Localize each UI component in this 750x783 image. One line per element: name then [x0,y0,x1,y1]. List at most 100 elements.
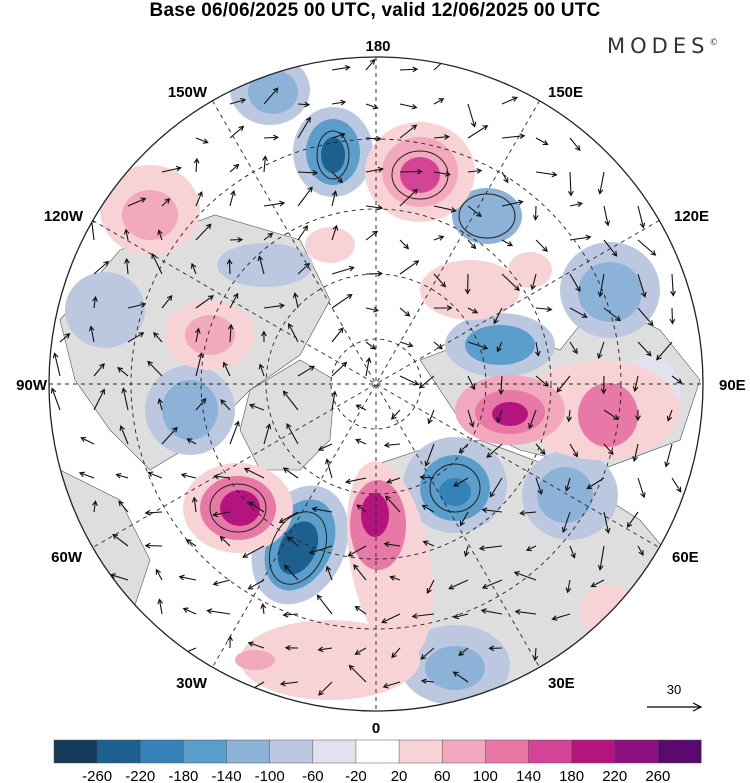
wind-arrow [501,96,518,105]
anomaly-neg [537,467,593,523]
colorbar-segment [312,739,357,764]
wind-arrow [127,197,147,207]
wind-arrow [632,443,639,463]
wind-arrow [481,507,503,514]
colorbar-segment [355,739,400,764]
colorbar-segment [528,739,573,764]
wind-arrow [180,472,197,479]
wind-arrow [603,443,614,456]
wind-arrow [263,200,286,207]
wind-arrow [127,302,147,309]
colorbar-tick-label: 260 [645,768,670,783]
wind-arrow [229,236,244,243]
anomaly-pos [235,650,275,670]
wind-arrow [453,613,469,620]
wind-arrow [459,511,469,527]
wind-arrow [637,205,646,229]
colorbar-tick-label: 100 [473,768,498,783]
wind-arrow [467,205,482,218]
wind-arrow [222,361,231,377]
wind-vectors [50,57,683,696]
wind-arrow [535,137,549,146]
reference-vector-label: 30 [667,682,681,697]
wind-arrow [347,545,367,557]
colorbar-segment [571,739,616,764]
wind-arrow [501,199,524,207]
wind-arrow [399,66,419,73]
wind-arrow [229,292,239,309]
wind-arrow [565,579,572,594]
wind-arrow [242,545,265,558]
wind-arrow [317,646,333,653]
anomaly-pos [220,490,260,526]
wind-arrow [257,255,265,275]
wind-arrow [195,397,207,411]
wind-arrow [458,647,469,657]
wind-arrow [535,171,558,178]
contour [268,511,328,585]
wind-arrow [247,641,265,649]
wind-arrow [433,235,445,241]
wind-arrow [564,477,571,492]
wind-arrow [486,443,503,458]
wind-arrow [422,540,435,547]
wind-arrow [354,647,367,655]
wind-arrow [317,443,333,451]
wind-arrow [226,258,233,275]
colorbar-segment [53,739,98,764]
lon-label-120e: 120E [674,208,709,225]
wind-arrow [420,678,435,685]
anomaly-neg [217,243,313,287]
wind-arrow [603,307,622,322]
wind-arrow [569,545,576,559]
wind-arrow [464,273,471,295]
wind-arrow [433,171,452,177]
wind-arrow [514,608,537,615]
map-boundary [48,56,704,712]
colorbar-tick-label: -260 [82,768,112,783]
lon-label-90e: 90E [719,377,746,394]
wind-arrow [535,306,553,313]
colorbar-segment [183,739,228,764]
wind-arrow [383,541,401,548]
colorbar-tick-label: -100 [255,768,285,783]
wind-arrow [153,331,163,343]
colorbar-tick-label: -220 [125,768,155,783]
colorbar: -260 -220 -180 -140 -100 -60 -20 20 60 100 140 180 2… [53,739,702,783]
wind-arrow [311,506,333,513]
wind-arrow [161,295,173,309]
anomaly-pos [578,383,638,447]
wind-arrow [124,257,130,275]
wind-arrow [308,545,333,555]
wind-arrow [385,495,401,513]
wind-arrow [227,323,234,343]
wind-arrow [331,293,353,309]
wind-arrow [331,390,338,411]
wind-arrow [569,234,592,241]
contour [209,483,267,533]
wind-arrow [433,273,447,288]
wind-arrow [59,333,71,343]
wind-arrow [297,262,311,275]
wind-arrow [348,664,367,683]
wind-arrow [354,605,367,615]
wind-arrow [316,594,333,615]
colorbar-segment [398,739,443,764]
wind-arrow [567,171,574,197]
wind-arrow [420,647,435,660]
wind-arrow [297,225,309,241]
wind-arrow [325,458,333,479]
wind-arrow [356,504,367,513]
wind-arrow [566,409,573,423]
wind-arrow [297,186,313,207]
lon-label-0: 0 [372,720,380,737]
wind-arrow [382,681,401,689]
lon-label-60w: 60W [51,549,83,566]
wind-arrow [513,571,537,581]
wind-arrow [426,579,435,595]
wind-arrow [390,409,401,420]
contour [458,193,516,239]
wind-arrow [478,545,503,552]
lon-label-150e: 150E [548,84,583,101]
